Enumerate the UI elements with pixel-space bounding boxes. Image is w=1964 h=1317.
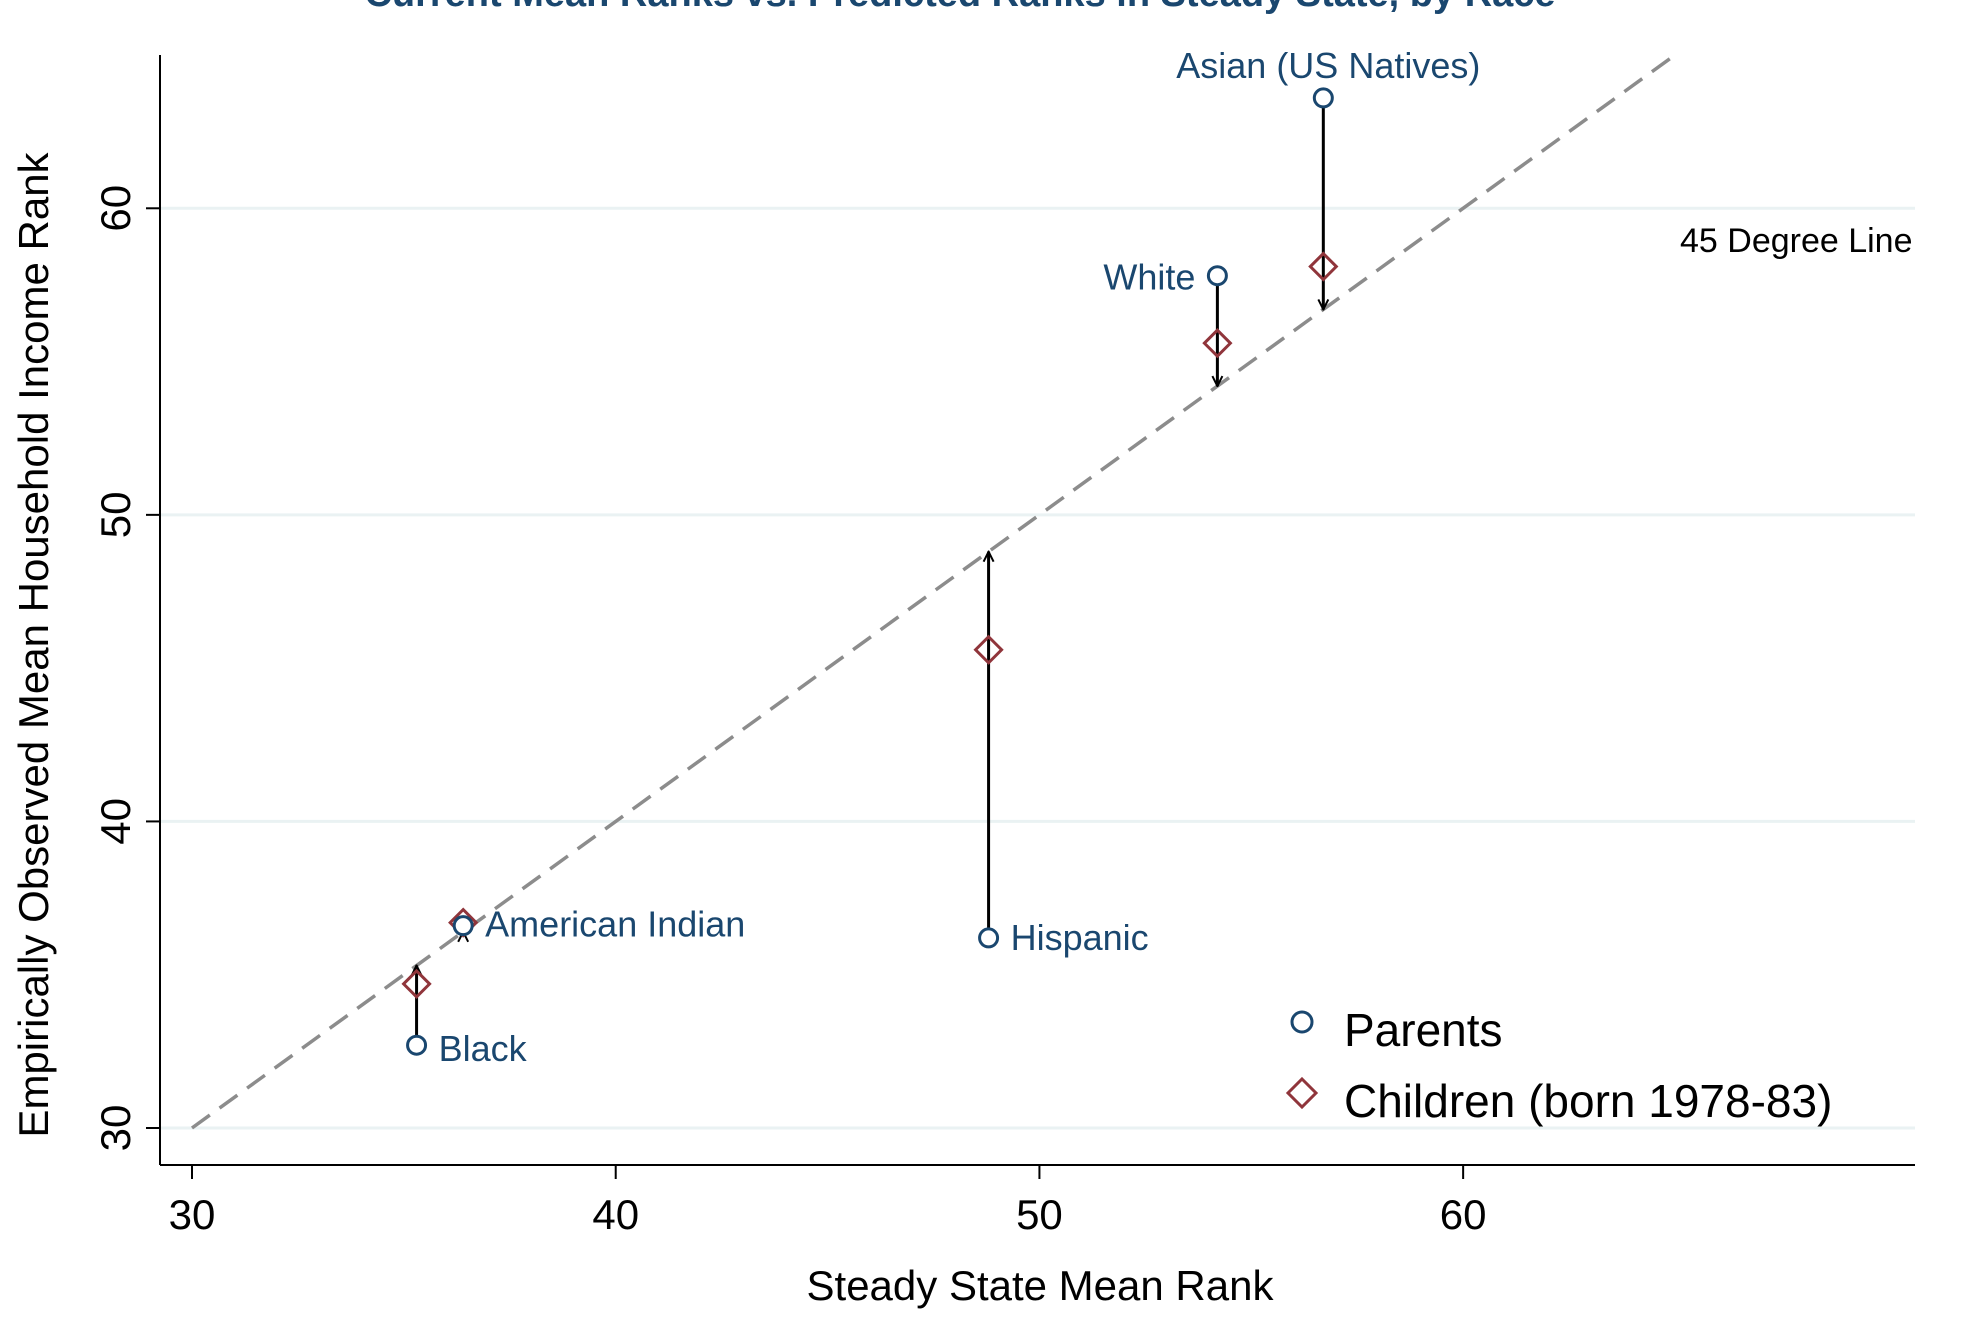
- x-tick-label: 30: [169, 1191, 216, 1238]
- legend-marker-parents: [1290, 1010, 1314, 1034]
- y-tick-label: 50: [92, 491, 139, 538]
- point-label: Asian (US Natives): [1176, 45, 1480, 86]
- point-label: White: [1103, 257, 1195, 298]
- legend-label-parents: Parents: [1344, 1004, 1503, 1056]
- parents-marker: [406, 1034, 428, 1056]
- legend-marker-children: [1285, 1076, 1319, 1110]
- reference-line-45: [190, 53, 1677, 1130]
- reference-line-label: 45 Degree Line: [1680, 222, 1913, 260]
- children-marker: [973, 634, 1004, 665]
- point-label: American Indian: [485, 904, 745, 945]
- y-axis-label: Empirically Observed Mean Household Inco…: [10, 151, 57, 1137]
- point-label: Black: [439, 1028, 528, 1069]
- x-tick-label: 50: [1016, 1191, 1063, 1238]
- y-tick-label: 30: [92, 1105, 139, 1152]
- x-tick-label: 60: [1440, 1191, 1487, 1238]
- point-label: Hispanic: [1011, 917, 1149, 958]
- y-tick-label: 40: [92, 798, 139, 845]
- children-marker: [1202, 328, 1233, 359]
- parents-marker: [978, 927, 1000, 949]
- parents-marker: [1312, 87, 1334, 109]
- chart-title: Current Mean Ranks vs. Predicted Ranks i…: [364, 0, 1555, 15]
- children-marker: [401, 968, 432, 1000]
- parents-marker: [1206, 265, 1228, 287]
- legend-label-children: Children (born 1978-83): [1344, 1075, 1832, 1127]
- x-axis-label: Steady State Mean Rank: [807, 1262, 1275, 1309]
- parents-marker: [452, 915, 474, 937]
- x-tick-label: 40: [592, 1191, 639, 1238]
- children-marker: [1308, 251, 1339, 282]
- y-tick-label: 60: [92, 185, 139, 232]
